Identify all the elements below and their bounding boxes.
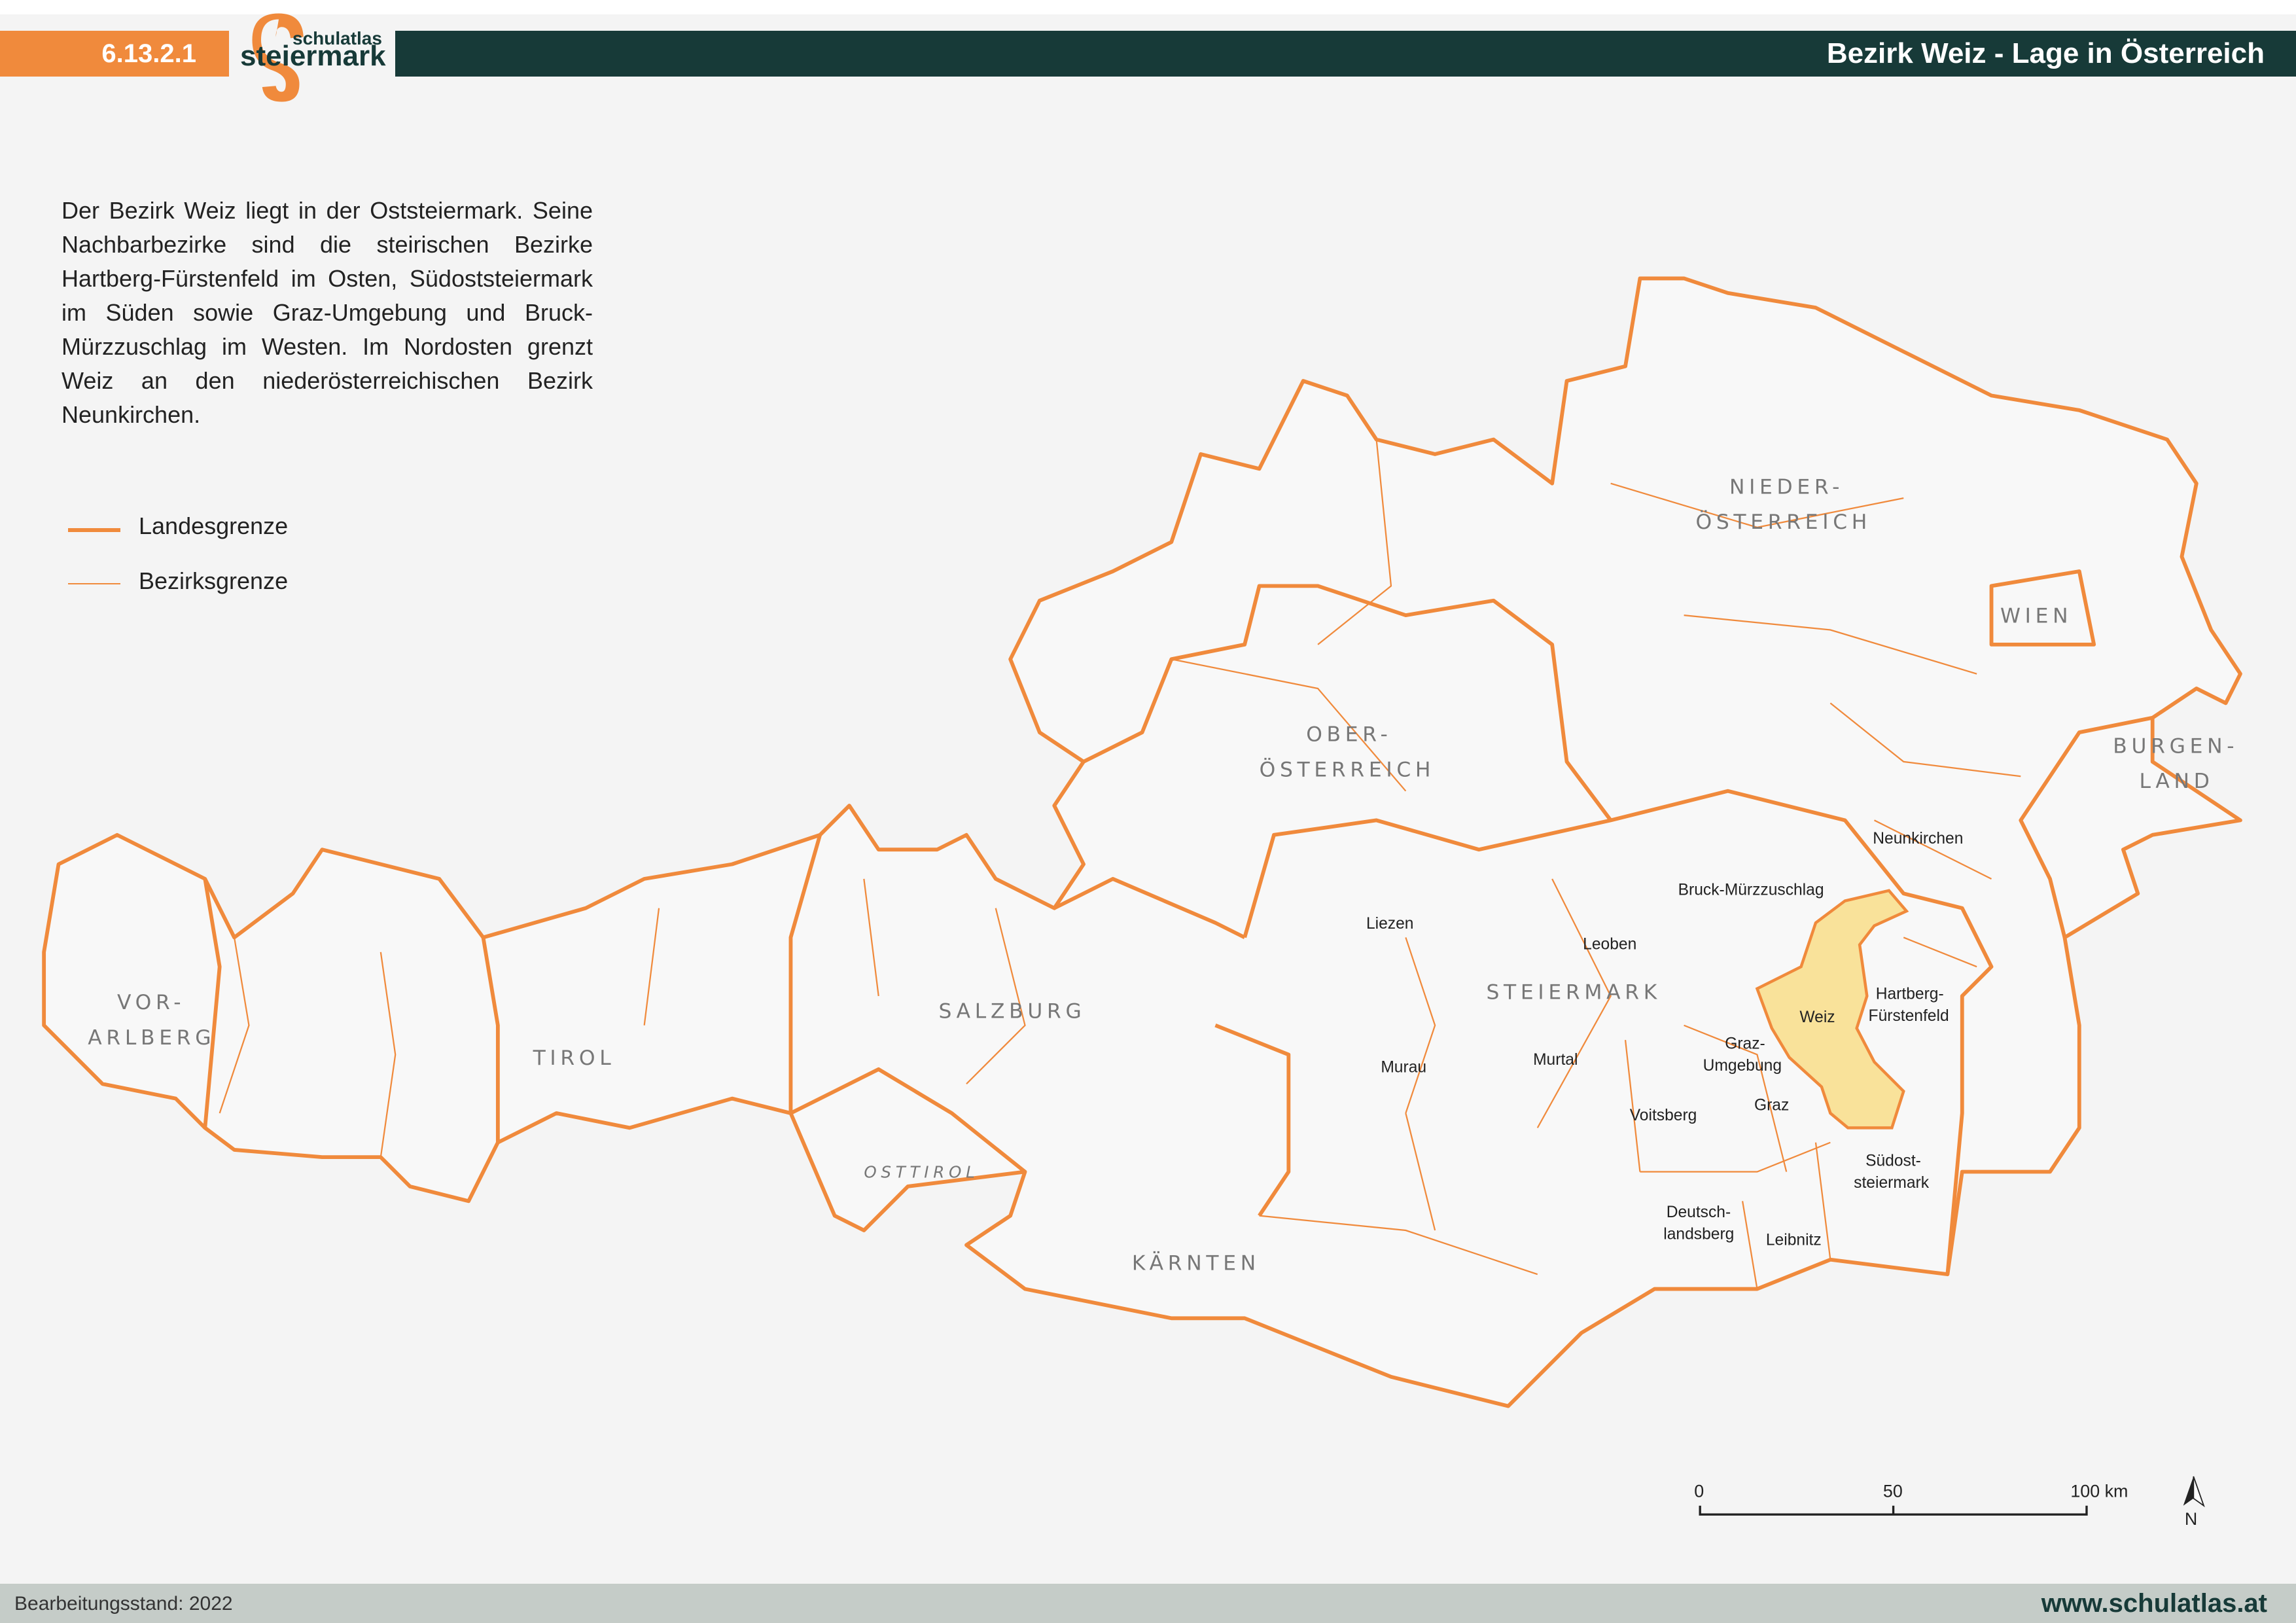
- label-so-2: steiermark: [1854, 1174, 1930, 1192]
- weiz-district-highlight: [1755, 889, 1909, 1130]
- label-voitsberg: Voitsberg: [1630, 1107, 1697, 1124]
- schulatlas-logo: schulatlas steiermark: [240, 13, 386, 102]
- austria-area: [42, 276, 2242, 1408]
- label-bruck: Bruck-Mürzzuschlag: [1678, 882, 1824, 899]
- label-wien: WIEN: [2000, 604, 2072, 628]
- label-kaernten: KÄRNTEN: [1132, 1250, 1260, 1275]
- label-dl-2: landsberg: [1663, 1225, 1734, 1243]
- label-burgenland-2: LAND: [2140, 770, 2214, 793]
- label-hf-1: Hartberg-: [1876, 985, 1944, 1003]
- thin-line-symbol: [68, 583, 120, 584]
- district-borders: [219, 439, 2021, 1289]
- label-tirol: TIROL: [533, 1046, 616, 1070]
- label-salzburg: SALZBURG: [938, 1000, 1086, 1024]
- label-noe-1: NIEDER-: [1729, 475, 1844, 499]
- label-vorarlberg-2: ARLBERG: [88, 1026, 215, 1050]
- label-liezen: Liezen: [1366, 915, 1414, 933]
- page-title: Bezirk Weiz - Lage in Österreich: [395, 31, 2296, 77]
- scale-tick-0: 0: [1694, 1481, 1704, 1501]
- label-so-1: Südost-: [1865, 1152, 1921, 1170]
- north-arrow-icon: N: [2183, 1476, 2205, 1529]
- label-leibnitz: Leibnitz: [1766, 1231, 1822, 1249]
- footer: Bearbeitungsstand: 2022 www.schulatlas.a…: [0, 1584, 2296, 1623]
- label-osttirol: OSTTIROL: [864, 1162, 979, 1181]
- label-graz: Graz: [1754, 1097, 1789, 1115]
- svg-text:schulatlas: schulatlas: [292, 28, 382, 48]
- scale-tick-100: 100 km: [2070, 1481, 2128, 1501]
- label-burgenland-1: BURGEN-: [2113, 734, 2238, 758]
- label-hf-2: Fürstenfeld: [1869, 1007, 1949, 1025]
- top-margin: [0, 0, 2296, 14]
- label-steiermark: STEIERMARK: [1486, 980, 1661, 1004]
- label-gu-2: Umgebung: [1703, 1057, 1782, 1075]
- state-borders: [203, 569, 2153, 1275]
- intro-text: Der Bezirk Weiz liegt in der Oststeierma…: [62, 197, 593, 428]
- label-leoben: Leoben: [1583, 935, 1636, 953]
- svg-text:steiermark: steiermark: [240, 40, 386, 72]
- map-number: 6.13.2.1: [0, 31, 229, 77]
- label-ooe-2: ÖSTERREICH: [1260, 757, 1436, 781]
- thick-line-symbol: [68, 528, 120, 532]
- label-gu-1: Graz-: [1725, 1035, 1765, 1053]
- label-murtal: Murtal: [1533, 1051, 1578, 1069]
- label-murau: Murau: [1381, 1058, 1426, 1076]
- scale-tick-50: 50: [1883, 1481, 1903, 1501]
- label-noe-2: ÖSTERREICH: [1695, 509, 1871, 534]
- edit-status: Bearbeitungsstand: 2022: [14, 1593, 233, 1614]
- label-dl-1: Deutsch-: [1667, 1204, 1731, 1221]
- svg-text:N: N: [2185, 1509, 2197, 1529]
- scale-bar: 0 50 100 km: [1694, 1481, 2128, 1516]
- label-vorarlberg-1: VOR-: [117, 991, 185, 1014]
- website-link[interactable]: www.schulatlas.at: [2041, 1589, 2267, 1618]
- label-weiz: Weiz: [1799, 1008, 1835, 1026]
- label-neunkirchen: Neunkirchen: [1873, 830, 1963, 847]
- label-ooe-1: OBER-: [1306, 723, 1392, 747]
